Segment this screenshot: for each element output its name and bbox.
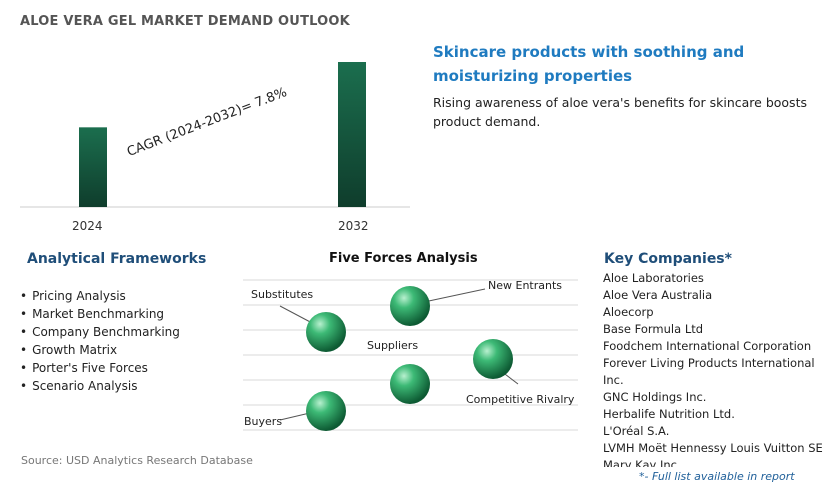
full-list-note: *- Full list available in report xyxy=(639,470,795,483)
company-item: Mary Kay Inc. xyxy=(603,458,681,467)
framework-item: Pricing Analysis xyxy=(20,287,180,305)
framework-item: Porter's Five Forces xyxy=(20,359,180,377)
company-item: LVMH Moët Hennessy Louis Vuitton SE xyxy=(603,441,823,455)
frameworks-heading: Analytical Frameworks xyxy=(27,251,207,267)
five-forces-diagram xyxy=(243,279,578,431)
company-item: Aloe Laboratories xyxy=(603,271,704,285)
company-item: Base Formula Ltd xyxy=(603,322,704,336)
force-sphere-rivalry xyxy=(390,364,430,404)
frameworks-list: Pricing Analysis Market Benchmarking Com… xyxy=(20,287,180,395)
force-label-suppliers: Suppliers xyxy=(367,339,419,352)
force-label-new-entrants: New Entrants xyxy=(488,279,563,292)
highlight-text: Rising awareness of aloe vera's benefits… xyxy=(433,95,807,129)
company-item: Aloe Vera Australia xyxy=(603,288,713,302)
five-forces-heading: Five Forces Analysis xyxy=(329,251,478,266)
framework-item: Scenario Analysis xyxy=(20,377,180,395)
source-note: Source: USD Analytics Research Database xyxy=(21,454,253,467)
bar-2024 xyxy=(79,127,107,207)
company-item: Foodchem International Corporation xyxy=(603,339,812,353)
company-item: Forever Living Products International In… xyxy=(603,356,815,387)
x-tick-label: 2024 xyxy=(72,219,103,233)
company-item: Aloecorp xyxy=(603,305,654,319)
x-tick-label: 2032 xyxy=(338,219,369,233)
connector-line xyxy=(279,305,315,325)
companies-list: Aloe Laboratories Aloe Vera Australia Al… xyxy=(603,270,823,467)
page-title: ALOE VERA GEL MARKET DEMAND OUTLOOK xyxy=(20,14,350,29)
framework-item: Market Benchmarking xyxy=(20,305,180,323)
framework-item: Company Benchmarking xyxy=(20,323,180,341)
force-sphere-buyers xyxy=(306,391,346,431)
company-item: L'Oréal S.A. xyxy=(603,424,670,438)
bar-2032 xyxy=(338,62,366,207)
force-label-buyers: Buyers xyxy=(244,415,283,428)
force-sphere-suppliers xyxy=(473,339,513,379)
company-item: Herbalife Nutrition Ltd. xyxy=(603,407,735,421)
force-label-competitive-rivalry: Competitive Rivalry xyxy=(466,393,575,406)
highlight-title: Skincare products with soothing and mois… xyxy=(433,43,745,85)
demand-bar-chart xyxy=(20,62,410,208)
framework-item: Growth Matrix xyxy=(20,341,180,359)
force-sphere-new-entrants xyxy=(390,286,430,326)
force-sphere-substitutes xyxy=(306,312,346,352)
force-label-substitutes: Substitutes xyxy=(251,288,314,301)
companies-heading: Key Companies* xyxy=(604,251,732,267)
company-item: GNC Holdings Inc. xyxy=(603,390,707,404)
